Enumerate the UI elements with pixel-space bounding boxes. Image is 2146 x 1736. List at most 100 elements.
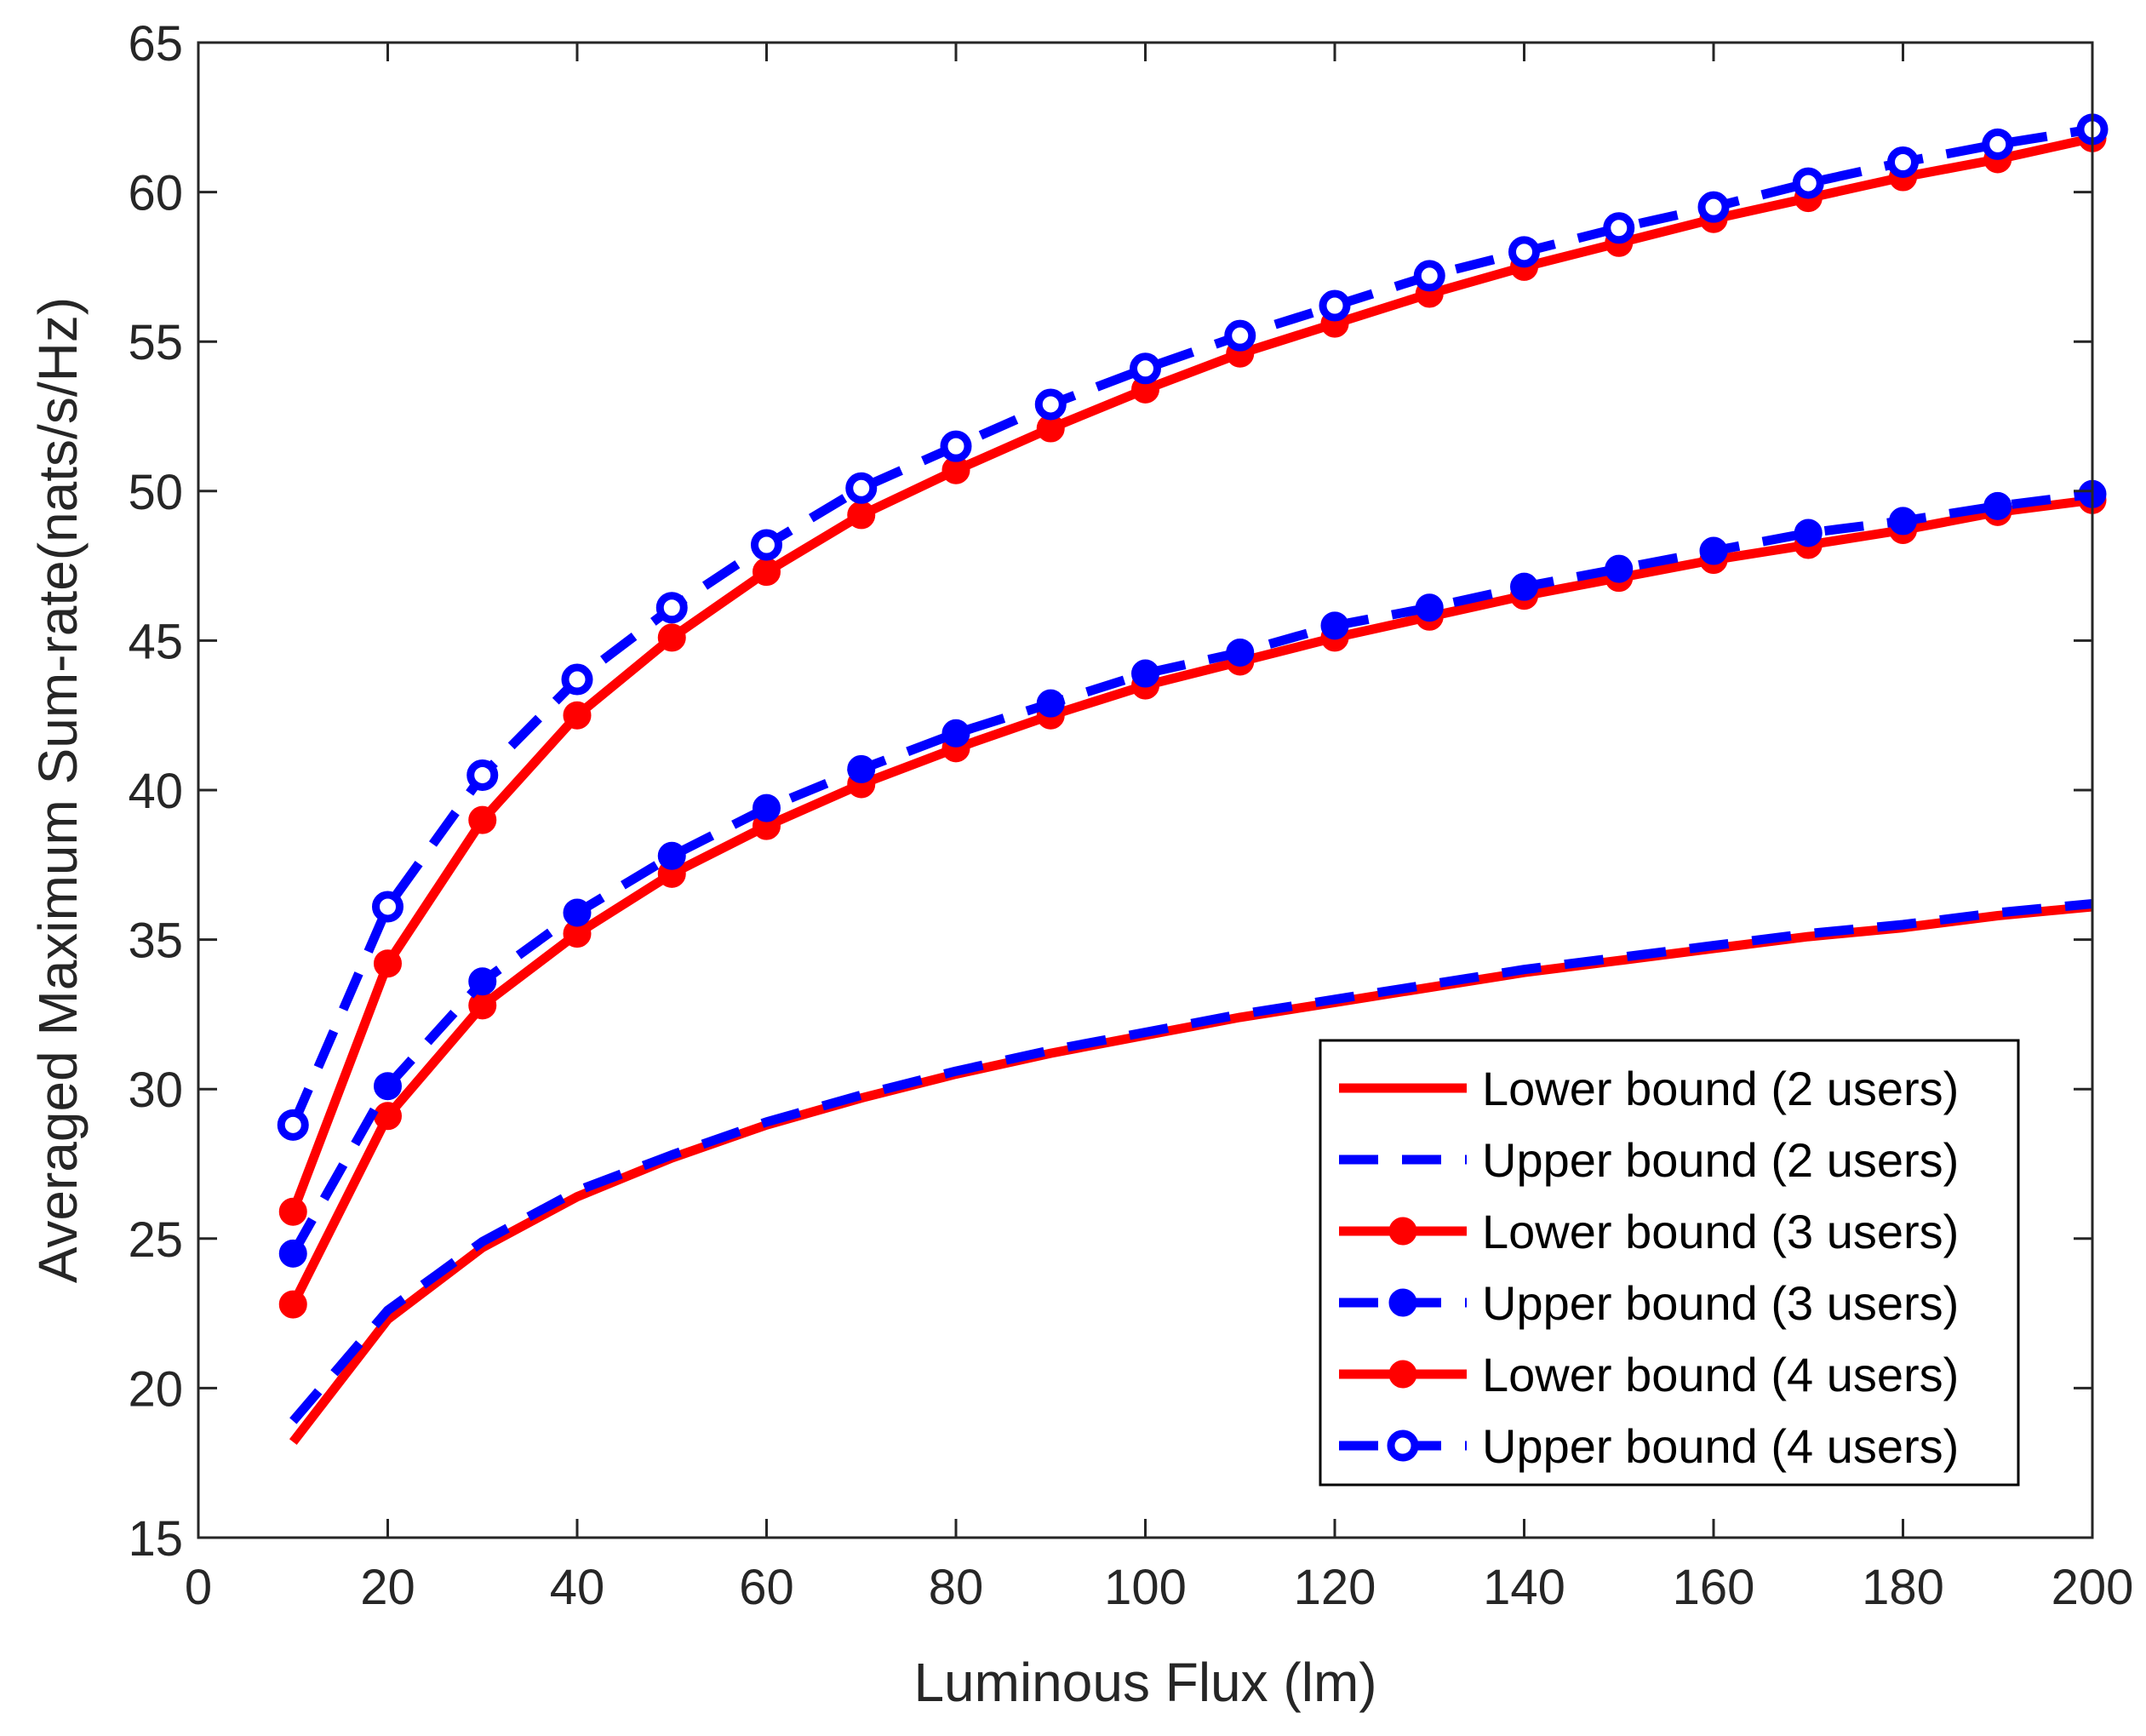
data-point <box>1983 491 2012 520</box>
y-tick-label: 15 <box>128 1511 183 1567</box>
x-tick-label: 180 <box>1862 1560 1944 1615</box>
data-point <box>1415 593 1444 622</box>
data-point <box>753 794 781 822</box>
legend-marker <box>1388 1360 1417 1389</box>
y-tick-label: 60 <box>128 166 183 221</box>
x-tick-label: 0 <box>185 1560 212 1615</box>
series-upper-bound-4-users <box>277 113 2109 1141</box>
data-point <box>1794 519 1823 547</box>
series-line <box>289 489 2093 1257</box>
legend-marker <box>1388 1217 1417 1246</box>
series-upper-bound-2-users <box>289 899 2093 1424</box>
data-point <box>1226 638 1255 667</box>
x-tick-label: 200 <box>2052 1560 2134 1615</box>
legend-item: Upper bound (2 users) <box>1339 1133 1959 1187</box>
data-point <box>1510 572 1538 601</box>
legend-label: Lower bound (3 users) <box>1482 1205 1959 1258</box>
x-tick-label: 40 <box>550 1560 605 1615</box>
data-point <box>1603 212 1635 244</box>
data-point <box>374 949 402 978</box>
y-tick-label: 35 <box>128 914 183 969</box>
y-tick-label: 45 <box>128 614 183 669</box>
x-tick-label: 100 <box>1104 1560 1187 1615</box>
series-line <box>289 134 2094 1214</box>
data-point <box>1413 260 1445 292</box>
data-point <box>1036 689 1065 718</box>
data-point <box>1889 507 1917 536</box>
data-point <box>655 592 688 624</box>
legend-label: Lower bound (4 users) <box>1482 1348 1959 1401</box>
data-point <box>1508 236 1540 268</box>
legend: Lower bound (2 users) Upper bound (2 user… <box>1319 1039 2020 1487</box>
data-point <box>1699 536 1728 565</box>
data-point <box>563 898 592 927</box>
data-point <box>657 841 686 870</box>
data-point <box>1792 167 1824 199</box>
data-point <box>278 1197 307 1226</box>
data-point <box>278 1290 307 1319</box>
y-tick-label: 65 <box>128 16 183 72</box>
data-point <box>372 891 403 923</box>
data-point <box>563 701 592 730</box>
data-point <box>847 754 876 783</box>
y-tick-label: 55 <box>128 315 183 370</box>
data-point <box>561 663 593 696</box>
legend-marker <box>1388 1288 1417 1317</box>
x-tick-label: 160 <box>1673 1560 1755 1615</box>
data-point <box>278 1239 307 1268</box>
legend-item: Lower bound (2 users) <box>1339 1062 1959 1115</box>
legend-marker <box>1387 1429 1419 1462</box>
series-line <box>289 124 2093 1127</box>
legend-item: Upper bound (3 users) <box>1339 1276 1959 1330</box>
ticks-layer: 0 20 40 60 80 100 120 140 160 180 200 15 20 25 30 35 40 4… <box>128 16 2133 1615</box>
y-tick-label: 40 <box>128 764 183 819</box>
legend-label: Lower bound (2 users) <box>1482 1062 1959 1115</box>
y-tick-label: 20 <box>128 1361 183 1417</box>
data-point <box>1982 128 2014 160</box>
y-tick-label: 25 <box>128 1212 183 1268</box>
x-tick-label: 20 <box>360 1560 415 1615</box>
legend-item: Upper bound (4 users) <box>1339 1419 1959 1473</box>
legend-label: Upper bound (2 users) <box>1482 1133 1959 1187</box>
data-point <box>374 1072 402 1101</box>
data-point <box>1224 319 1256 352</box>
series-layer <box>277 113 2109 1445</box>
legend-item: Lower bound (3 users) <box>1339 1205 1959 1258</box>
x-tick-label: 120 <box>1294 1560 1376 1615</box>
data-point <box>1319 289 1351 322</box>
y-tick-label: 50 <box>128 465 183 520</box>
data-point <box>845 472 878 504</box>
data-point <box>751 529 782 561</box>
data-point <box>277 1109 309 1141</box>
series-line <box>289 495 2093 1307</box>
legend-label: Upper bound (4 users) <box>1482 1419 1959 1473</box>
data-point <box>468 967 497 996</box>
data-point <box>466 759 499 791</box>
x-tick-label: 60 <box>739 1560 794 1615</box>
data-point <box>1320 611 1349 640</box>
data-point <box>1034 388 1067 421</box>
x-axis-title: Luminous Flux (lm) <box>913 1652 1376 1713</box>
data-point <box>468 805 497 834</box>
data-point <box>1131 659 1159 688</box>
x-tick-label: 80 <box>929 1560 984 1615</box>
legend-label: Upper bound (3 users) <box>1482 1276 1959 1330</box>
x-tick-label: 140 <box>1483 1560 1565 1615</box>
data-point <box>753 558 781 587</box>
legend-box <box>1319 1039 2020 1487</box>
y-axis-title: Averaged Maximum Sum-rate(nats/s/Hz) <box>27 297 89 1283</box>
y-tick-label: 30 <box>128 1063 183 1118</box>
data-point <box>941 719 970 748</box>
data-point <box>940 430 972 462</box>
series-line <box>289 899 2093 1424</box>
series-upper-bound-3-users <box>278 479 2107 1268</box>
data-point <box>657 623 686 652</box>
data-point <box>847 501 876 530</box>
data-point <box>1605 554 1634 583</box>
data-point <box>1697 191 1730 223</box>
data-point <box>374 1102 402 1131</box>
data-point <box>1887 146 1919 178</box>
data-point <box>1130 352 1161 385</box>
legend-item: Lower bound (4 users) <box>1339 1348 1959 1401</box>
